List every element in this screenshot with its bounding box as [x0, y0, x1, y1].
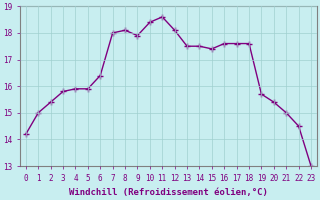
X-axis label: Windchill (Refroidissement éolien,°C): Windchill (Refroidissement éolien,°C): [69, 188, 268, 197]
